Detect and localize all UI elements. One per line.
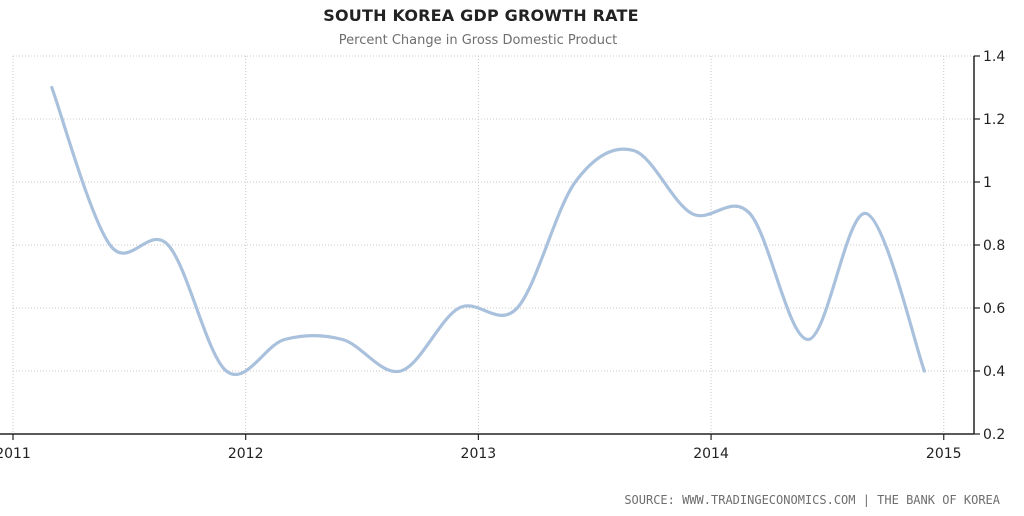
series-layer: [50, 85, 926, 376]
y-axis-ticks: 1.4 1.2 1 0.8 0.6 0.4 0.2: [974, 49, 1005, 443]
data-point: [573, 180, 577, 184]
gridlines: [12, 55, 974, 435]
x-axis-ticks: 2011 2012 2013 2014 2015: [0, 434, 962, 462]
chart-title: SOUTH KOREA GDP GROWTH RATE: [323, 6, 639, 25]
x-tick-label: 2013: [461, 446, 497, 462]
data-point: [341, 338, 345, 341]
y-tick-label: 0.2: [983, 427, 1005, 443]
data-point: [283, 338, 286, 341]
x-tick-label: 2011: [0, 446, 31, 462]
x-tick-label: 2014: [693, 446, 729, 462]
data-point: [108, 243, 112, 247]
data-point: [166, 243, 170, 247]
data-point: [864, 212, 868, 215]
y-tick-label: 0.4: [983, 364, 1005, 380]
data-point: [690, 212, 694, 215]
data-point: [50, 86, 54, 89]
data-point: [399, 369, 403, 373]
y-tick-label: 1.4: [983, 49, 1005, 65]
y-tick-label: 0.6: [983, 301, 1005, 317]
y-tick-label: 0.8: [983, 238, 1005, 254]
x-tick-label: 2012: [228, 446, 264, 462]
data-point: [632, 149, 635, 152]
data-point: [748, 212, 752, 215]
data-point: [806, 338, 810, 341]
data-point: [515, 306, 519, 310]
y-tick-label: 1: [983, 175, 992, 191]
chart-subtitle: Percent Change in Gross Domestic Product: [338, 33, 618, 48]
data-point: [922, 369, 926, 373]
y-tick-label: 1.2: [983, 112, 1005, 128]
data-point: [224, 369, 228, 373]
data-point: [457, 306, 461, 310]
series-line-0: [50, 85, 926, 376]
x-tick-label: 2015: [926, 446, 962, 462]
source-note: SOURCE: WWW.TRADINGECONOMICS.COM | THE B…: [624, 493, 1000, 507]
